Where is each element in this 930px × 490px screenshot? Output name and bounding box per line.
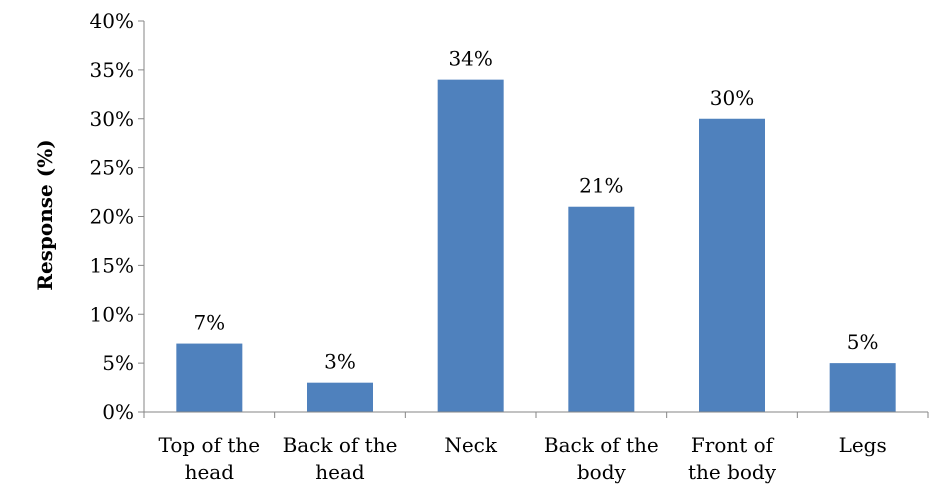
x-tick-label: the body — [688, 460, 777, 484]
bar — [699, 118, 765, 412]
bar — [568, 206, 635, 412]
data-label: 30% — [710, 86, 754, 110]
data-label: 5% — [847, 330, 879, 354]
y-tick-label: 30% — [90, 107, 134, 131]
x-tick-label: Legs — [839, 433, 887, 457]
data-labels: 7% 3% 34% 21% 30% 5% — [193, 47, 878, 374]
y-tick-label: 15% — [90, 253, 134, 277]
x-tick-label: Back of the — [283, 433, 398, 457]
data-label: 34% — [448, 47, 492, 71]
y-tick-label: 25% — [90, 156, 134, 180]
bar — [437, 79, 504, 413]
x-tick-label: Front of — [691, 433, 775, 457]
x-axis-ticks — [143, 412, 929, 418]
y-axis-ticks: 0% 5% 10% 15% 20% 25% 30% 35% 40% — [90, 9, 144, 424]
x-tick-label: head — [315, 460, 365, 484]
y-tick-label: 10% — [90, 302, 134, 326]
x-tick-label: head — [185, 460, 235, 484]
data-label: 7% — [193, 311, 225, 335]
data-label: 21% — [579, 174, 623, 198]
x-tick-label: Neck — [444, 433, 498, 457]
y-tick-label: 40% — [90, 9, 134, 33]
y-tick-label: 5% — [102, 351, 134, 375]
x-tick-label: body — [577, 460, 627, 484]
y-tick-label: 20% — [90, 205, 134, 229]
y-tick-label: 0% — [102, 400, 134, 424]
y-axis-title: Response (%) — [33, 139, 57, 290]
y-tick-label: 35% — [90, 58, 134, 82]
x-axis-category-labels: Top of the head Back of the head Neck Back of… — [159, 433, 887, 484]
bar — [176, 343, 243, 412]
x-tick-label: Top of the — [159, 433, 261, 457]
x-tick-label: Back of the — [544, 433, 659, 457]
bar — [829, 363, 896, 412]
data-label: 3% — [324, 350, 356, 374]
bar — [307, 382, 373, 412]
bars — [176, 79, 896, 413]
